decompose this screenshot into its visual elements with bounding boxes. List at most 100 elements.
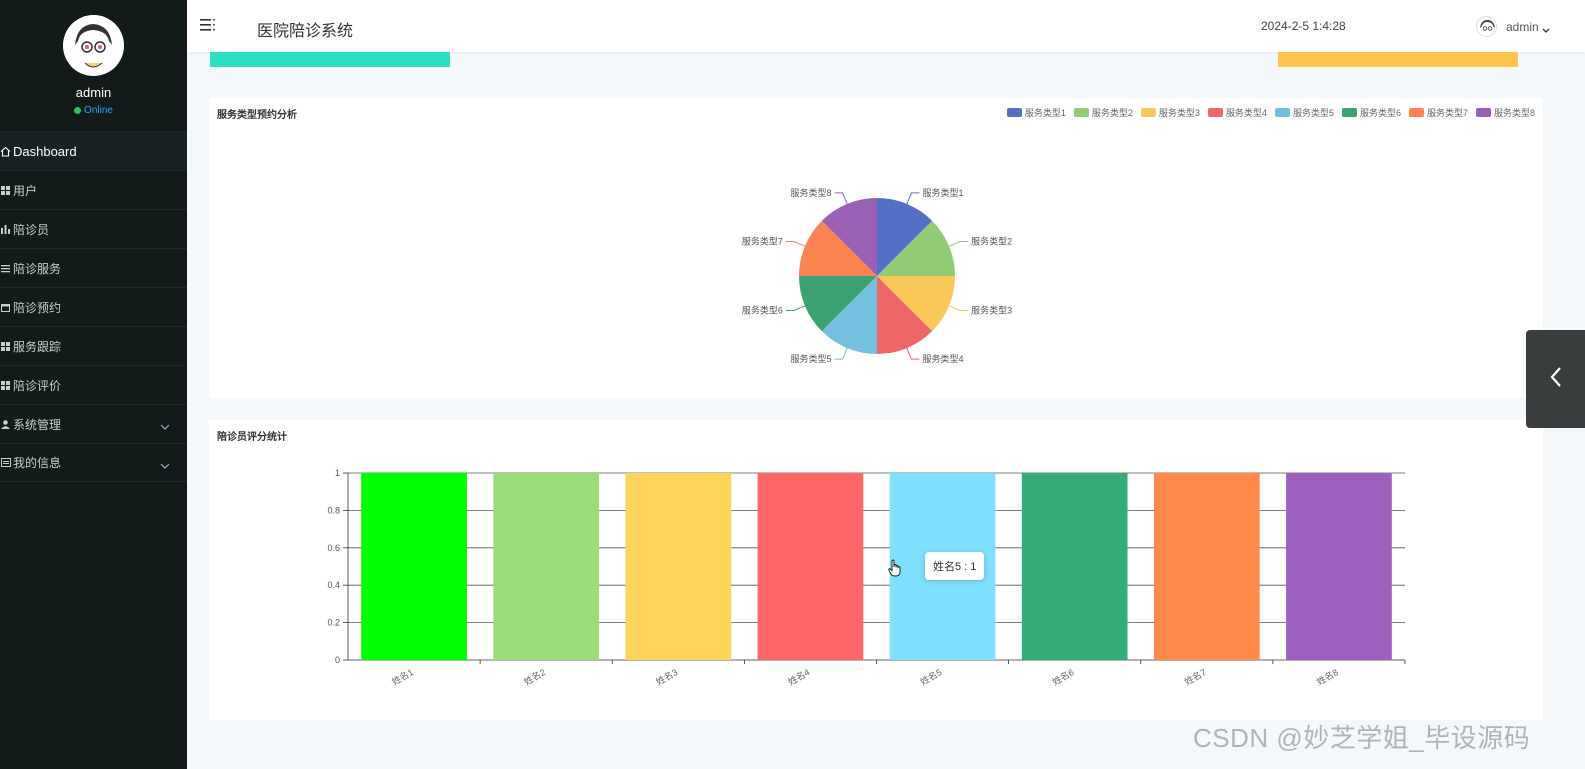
legend-label: 服务类型8 — [1493, 108, 1535, 118]
pie-slice[interactable] — [821, 198, 877, 276]
legend-item[interactable]: 服务类型6 — [1341, 106, 1401, 119]
chevron-down-icon[interactable] — [160, 458, 170, 472]
sidebar-item-system[interactable]: 系统管理 — [0, 404, 187, 443]
pie-slice[interactable] — [821, 276, 877, 354]
online-dot-icon — [74, 107, 82, 114]
home-icon — [0, 146, 11, 157]
pie-label-line — [906, 192, 920, 205]
legend-item[interactable]: 服务类型5 — [1274, 106, 1334, 119]
bar-chart: 0 0.2 0.4 0.6 0.8 1 姓名1 姓名2 姓名3 姓名4 姓名5 姓名6 姓名7 姓名8 — [327, 468, 1406, 687]
legend-swatch — [1475, 108, 1491, 117]
user-name[interactable]: admin — [1506, 20, 1539, 34]
legend-swatch — [1140, 108, 1156, 117]
top-header: 医院陪诊系统 2024-2-5 1:4:28 admin — [187, 0, 1585, 52]
legend-label: 服务类型4 — [1225, 108, 1267, 118]
sidebar-item-users[interactable]: 用户 — [0, 170, 187, 209]
x-tick-label: 姓名1 — [390, 666, 415, 687]
grid-icon — [0, 341, 11, 352]
hand-cursor-icon — [888, 559, 902, 582]
pie-slice-label: 服务类型3 — [971, 304, 1012, 315]
status-text: Online — [84, 105, 113, 116]
legend-item[interactable]: 服务类型3 — [1140, 106, 1200, 119]
bar[interactable] — [625, 473, 732, 660]
sidebar-item-label: 陪诊员 — [13, 222, 50, 237]
profile-name: admin — [75, 85, 112, 100]
bar[interactable] — [1153, 473, 1260, 660]
legend-item[interactable]: 服务类型8 — [1475, 106, 1535, 119]
watermark: CSDN @妙芝学姐_毕设源码 — [1193, 723, 1531, 753]
sidebar-item-label: 用户 — [13, 183, 38, 198]
y-tick-label: 0.8 — [327, 505, 340, 515]
pie-chart: 服务类型1 服务类型2 服务类型3 服务类型4 服务类型5 服务类型6 服务类型7 服务类型8 — [742, 187, 1012, 364]
x-tick-label: 姓名6 — [1050, 666, 1075, 687]
sidebar: admin Online Dashboard 用户 陪诊员 陪诊服务 陪诊预约 — [0, 0, 187, 769]
legend-label: 服务类型3 — [1158, 108, 1200, 118]
x-tick-label: 姓名4 — [786, 666, 811, 687]
user-avatar[interactable] — [1476, 16, 1497, 37]
sidebar-item-my-info[interactable]: 我的信息 — [0, 443, 187, 482]
sidebar-item-label: 陪诊预约 — [13, 300, 62, 315]
settings-drawer-toggle[interactable] — [1526, 330, 1585, 428]
bar[interactable] — [1286, 473, 1392, 660]
sidebar-item-label: 服务跟踪 — [13, 339, 62, 354]
bar[interactable] — [757, 473, 864, 660]
pie-slice-label: 服务类型2 — [971, 236, 1012, 247]
pie-slice[interactable] — [877, 276, 933, 354]
escort-rating-bar-card: 陪诊员评分统计 0 0.2 0.4 0.6 0.8 1 姓名1 姓名2 姓名3 姓名4 姓名5 姓名6… — [209, 420, 1543, 720]
calendar-icon — [0, 302, 11, 313]
sidebar-item-label: 系统管理 — [13, 417, 62, 432]
list-icon — [0, 263, 11, 274]
service-type-pie-card: 服务类型预约分析 服务类型1 服务类型2 服务类型3 服务类型4 服务类型5 服务类型6 服… — [209, 98, 1543, 398]
sidebar-item-services[interactable]: 陪诊服务 — [0, 248, 187, 287]
bar[interactable] — [361, 473, 467, 660]
pie-legend: 服务类型1 服务类型2 服务类型3 服务类型4 服务类型5 服务类型6 服务类型7 服务类型8 — [1006, 106, 1535, 119]
grid-icon — [0, 380, 11, 391]
legend-swatch — [1341, 108, 1357, 117]
y-tick-label: 0 — [335, 655, 340, 665]
pie-chart-title: 服务类型预约分析 — [217, 110, 297, 121]
chevron-down-icon[interactable] — [160, 419, 170, 433]
pie-slice[interactable] — [877, 276, 955, 332]
pie-slice[interactable] — [877, 198, 933, 276]
legend-swatch — [1073, 108, 1089, 117]
datetime-display: 2024-2-5 1:4:28 — [1261, 19, 1346, 33]
stat-card-orange — [1278, 52, 1518, 67]
legend-swatch — [1006, 108, 1022, 117]
x-tick-label: 姓名7 — [1182, 666, 1207, 687]
pie-slice-label: 服务类型8 — [791, 187, 832, 198]
pie-slice[interactable] — [799, 220, 877, 276]
pie-slice-label: 服务类型4 — [922, 353, 963, 364]
pie-label-line — [948, 241, 969, 247]
legend-item[interactable]: 服务类型2 — [1073, 106, 1133, 119]
legend-item[interactable]: 服务类型1 — [1006, 106, 1066, 119]
chevron-left-icon — [1549, 366, 1563, 393]
sidebar-item-tracking[interactable]: 服务跟踪 — [0, 326, 187, 365]
legend-item[interactable]: 服务类型7 — [1408, 106, 1468, 119]
pie-label-line — [906, 347, 920, 360]
chevron-down-icon[interactable] — [1542, 21, 1550, 39]
sidebar-item-dashboard[interactable]: Dashboard — [0, 131, 187, 170]
legend-item[interactable]: 服务类型4 — [1207, 106, 1267, 119]
avatar[interactable] — [63, 15, 124, 76]
profile-status: Online — [74, 105, 113, 116]
stat-card-teal — [210, 52, 450, 67]
legend-swatch — [1207, 108, 1223, 117]
sidebar-item-label: 我的信息 — [13, 456, 62, 470]
pie-slice[interactable] — [877, 220, 955, 276]
sidebar-item-label: Dashboard — [13, 143, 77, 159]
sidebar-item-reviews[interactable]: 陪诊评价 — [0, 365, 187, 404]
legend-label: 服务类型6 — [1359, 108, 1401, 118]
legend-label: 服务类型1 — [1024, 108, 1066, 118]
pie-slice-label: 服务类型1 — [922, 187, 963, 198]
bar[interactable] — [493, 473, 600, 660]
bar-chart-title: 陪诊员评分统计 — [217, 432, 287, 443]
legend-label: 服务类型5 — [1292, 108, 1334, 118]
bar[interactable] — [1021, 473, 1128, 660]
pie-label-line — [834, 192, 848, 205]
pie-slice[interactable] — [799, 276, 877, 332]
legend-swatch — [1408, 108, 1424, 117]
sidebar-item-appointments[interactable]: 陪诊预约 — [0, 287, 187, 326]
hamburger-menu-icon[interactable] — [200, 17, 216, 38]
profile-panel: admin Online — [0, 0, 187, 131]
sidebar-item-escorts[interactable]: 陪诊员 — [0, 209, 187, 248]
